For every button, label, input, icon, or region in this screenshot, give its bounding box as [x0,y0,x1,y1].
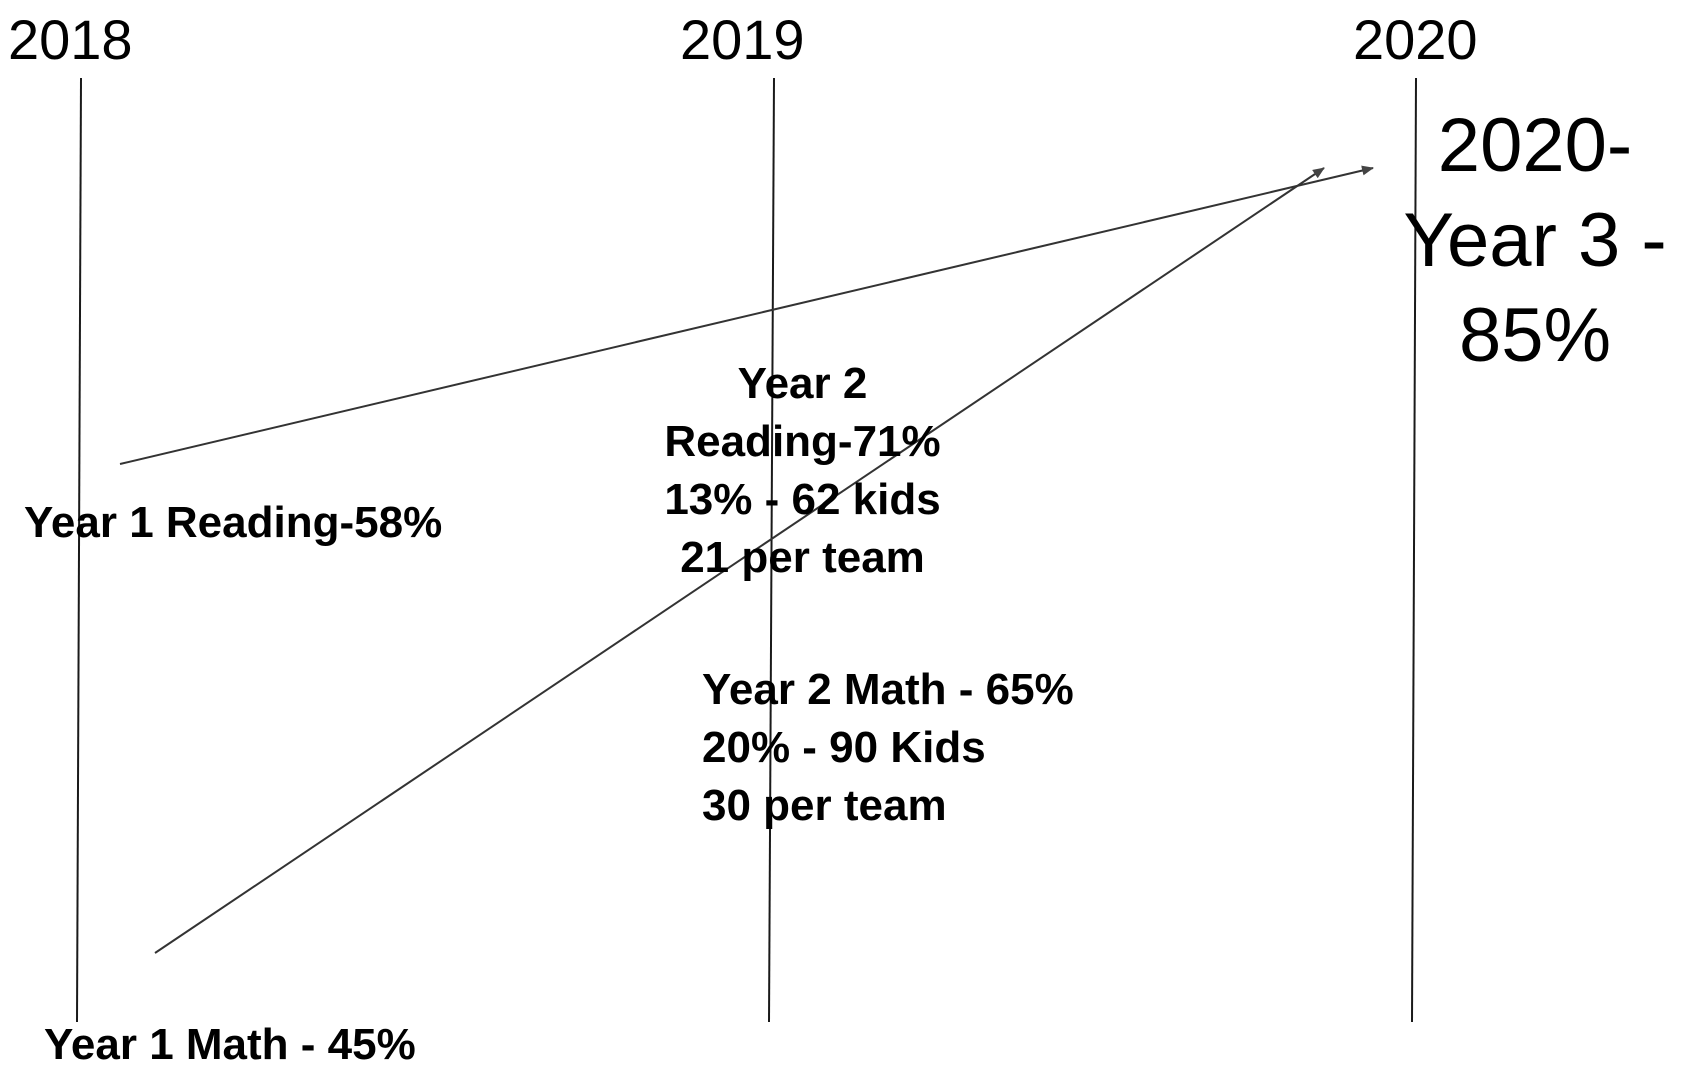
year3-target-note: 2020- Year 3 - 85% [1390,98,1680,383]
year2-math-line-1: Year 2 Math - 65% [702,665,1074,714]
year2-reading-line-4: 21 per team [680,533,925,582]
year-label-2020: 2020 [1353,8,1478,71]
year-line-2019 [768,77,775,1023]
year1-math-note: Year 1 Math - 45% [44,1020,416,1066]
target-line-3: 85% [1458,293,1612,378]
year-label-2019: 2019 [680,8,805,71]
target-line-1: 2020- [1437,103,1633,188]
math-progress-arrow [154,167,1325,954]
year-line-2020 [1411,77,1417,1023]
year-label-2018: 2018 [8,8,133,71]
reading-progress-arrow [119,165,1374,465]
year2-reading-line-3: 13% - 62 kids [664,475,941,524]
year2-math-line-2: 20% - 90 Kids [702,723,986,772]
year2-reading-note: Year 2 Reading-71% 13% - 62 kids 21 per … [600,355,1005,587]
year2-math-note: Year 2 Math - 65% 20% - 90 Kids 30 per t… [702,661,1074,835]
year2-reading-line-1: Year 2 [737,359,868,408]
year-line-2018 [76,77,82,1023]
year2-reading-line-2: Reading-71% [664,417,941,466]
year1-reading-note: Year 1 Reading-58% [24,498,443,547]
target-line-2: Year 3 - [1403,198,1667,283]
year2-math-line-3: 30 per team [702,781,947,830]
